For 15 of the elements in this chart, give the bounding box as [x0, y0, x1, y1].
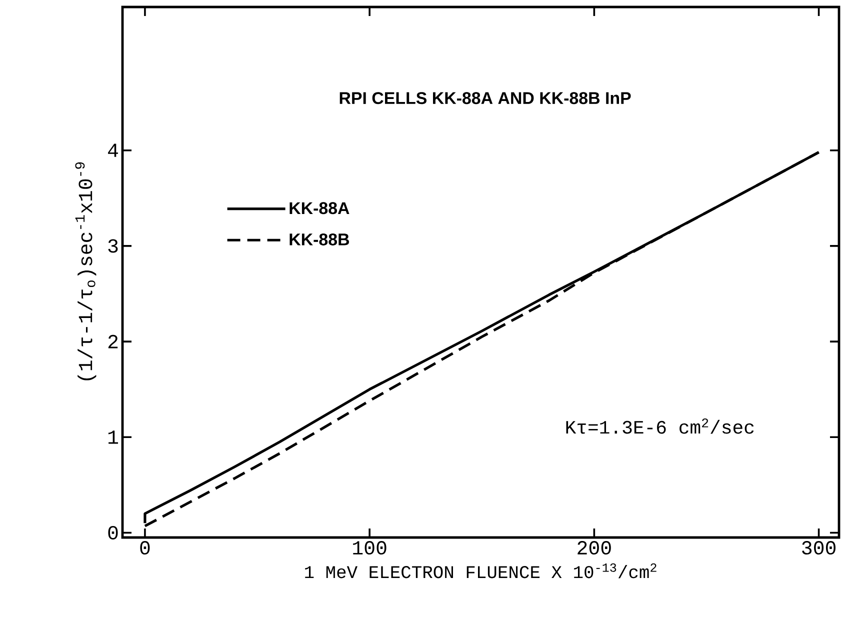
x-tick-label: 100	[353, 541, 386, 555]
text: RPI CELLS KK-88A AND KK-88B InP	[340, 92, 631, 104]
annotation: Kτ=1.3E-6 cm$^{2}$/sec	[566, 418, 754, 434]
x-axis-title: 1 MeV ELECTRON FLUENCE X 10$^{-13}$/cm$^{2}$	[305, 563, 656, 578]
x-tick-label: 200	[578, 541, 611, 555]
x-tick-label: 300	[802, 541, 836, 555]
y-tick-label: 1	[108, 430, 118, 444]
y-tick-label: 0	[108, 526, 118, 540]
y-tick-label: 3	[108, 239, 118, 253]
legend-label: KK-88A	[290, 202, 350, 214]
y-tick-label: 2	[108, 334, 118, 348]
y-tick-label: 4	[108, 144, 118, 157]
y-axis-title: (1/τ-1/τ$_{o}$)sec$^{-1}$x10$^{-9}$	[75, 162, 96, 380]
legend-label: KK-88B	[290, 233, 349, 246]
x-tick-label: 0	[140, 541, 150, 555]
